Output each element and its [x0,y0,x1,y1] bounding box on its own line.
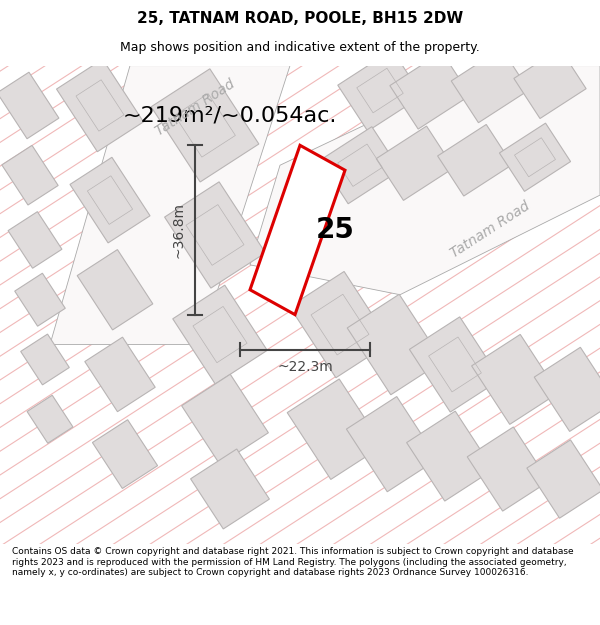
Polygon shape [70,158,150,243]
Text: 25: 25 [316,216,355,244]
Polygon shape [320,127,400,204]
Polygon shape [527,440,600,518]
Polygon shape [182,374,268,464]
Text: ~22.3m: ~22.3m [277,361,333,374]
Polygon shape [376,126,454,201]
Polygon shape [534,348,600,431]
Polygon shape [50,66,290,344]
Polygon shape [409,317,500,412]
Polygon shape [173,285,267,384]
Polygon shape [27,395,73,443]
Polygon shape [92,420,158,489]
Polygon shape [85,337,155,412]
Polygon shape [499,123,571,191]
Polygon shape [151,69,259,182]
Polygon shape [514,49,586,119]
Polygon shape [407,411,493,501]
Polygon shape [250,145,345,314]
Polygon shape [77,249,153,330]
Polygon shape [472,334,559,424]
Text: Map shows position and indicative extent of the property.: Map shows position and indicative extent… [120,41,480,54]
Polygon shape [451,48,529,122]
Text: Contains OS data © Crown copyright and database right 2021. This information is : Contains OS data © Crown copyright and d… [12,547,574,577]
Polygon shape [2,146,58,205]
Polygon shape [15,273,65,326]
Polygon shape [347,294,443,395]
Text: ~36.8m: ~36.8m [172,202,186,258]
Polygon shape [191,449,269,529]
Polygon shape [290,271,391,378]
Polygon shape [0,72,59,139]
Polygon shape [8,212,62,268]
Polygon shape [390,52,470,129]
Polygon shape [467,427,549,511]
Text: Tatnam Road: Tatnam Road [448,199,532,261]
Polygon shape [287,379,383,479]
Polygon shape [437,124,512,196]
Polygon shape [250,66,600,295]
Polygon shape [346,396,437,492]
Polygon shape [56,59,143,152]
Text: 25, TATNAM ROAD, POOLE, BH15 2DW: 25, TATNAM ROAD, POOLE, BH15 2DW [137,11,463,26]
Text: ~219m²/~0.054ac.: ~219m²/~0.054ac. [123,106,337,126]
Text: Tatnam Road: Tatnam Road [153,77,237,138]
Polygon shape [338,50,422,131]
Polygon shape [20,334,70,385]
Polygon shape [164,182,265,288]
